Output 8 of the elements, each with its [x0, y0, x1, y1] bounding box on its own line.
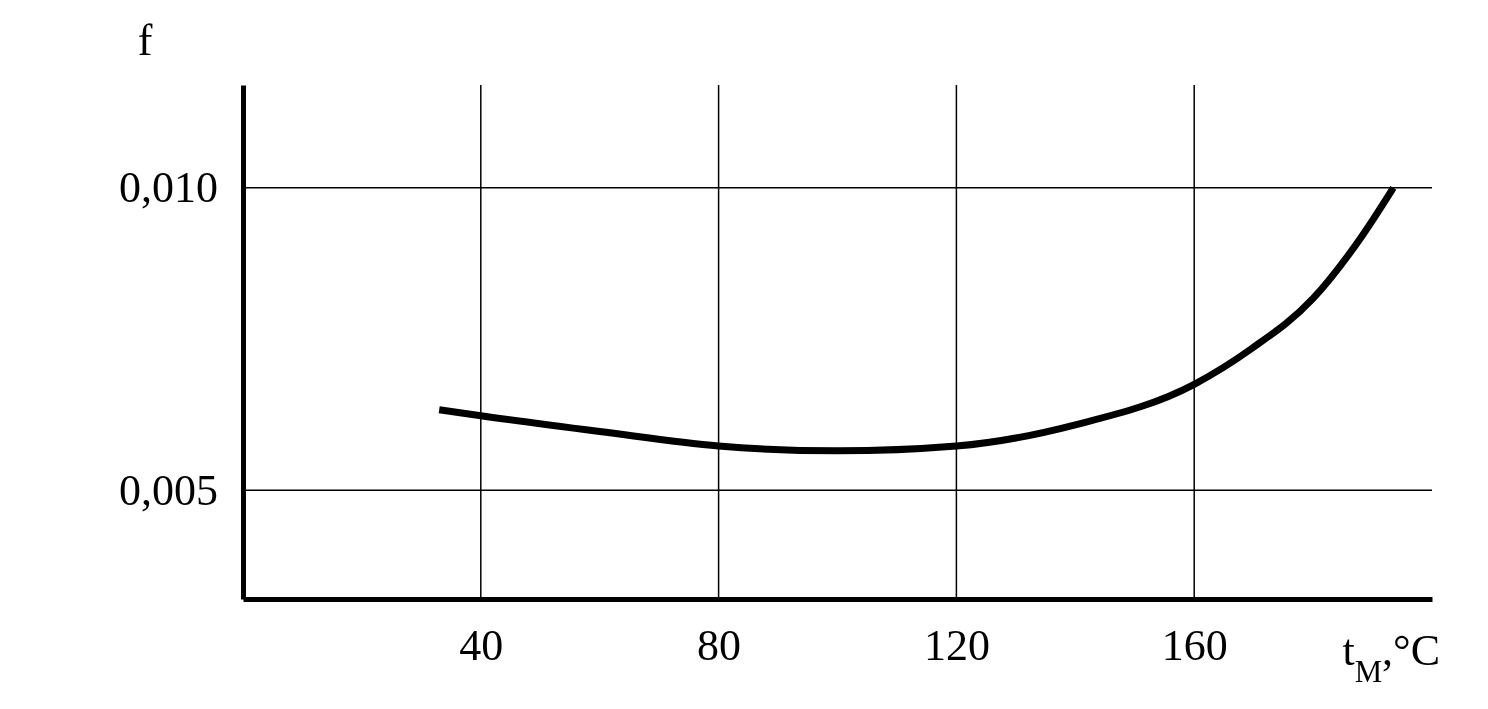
x-tick-label: 120	[923, 621, 990, 671]
y-tick-label: 0,010	[119, 163, 218, 213]
y-axis-title: f	[137, 16, 153, 65]
y-tick-label: 0,005	[119, 465, 218, 515]
x-axis-title: t$_{М}$,°C	[1342, 626, 1440, 689]
x-tick-label: 40	[459, 621, 504, 671]
x-tick-label: 160	[1161, 621, 1228, 671]
x-tick-label: 80	[697, 621, 742, 671]
